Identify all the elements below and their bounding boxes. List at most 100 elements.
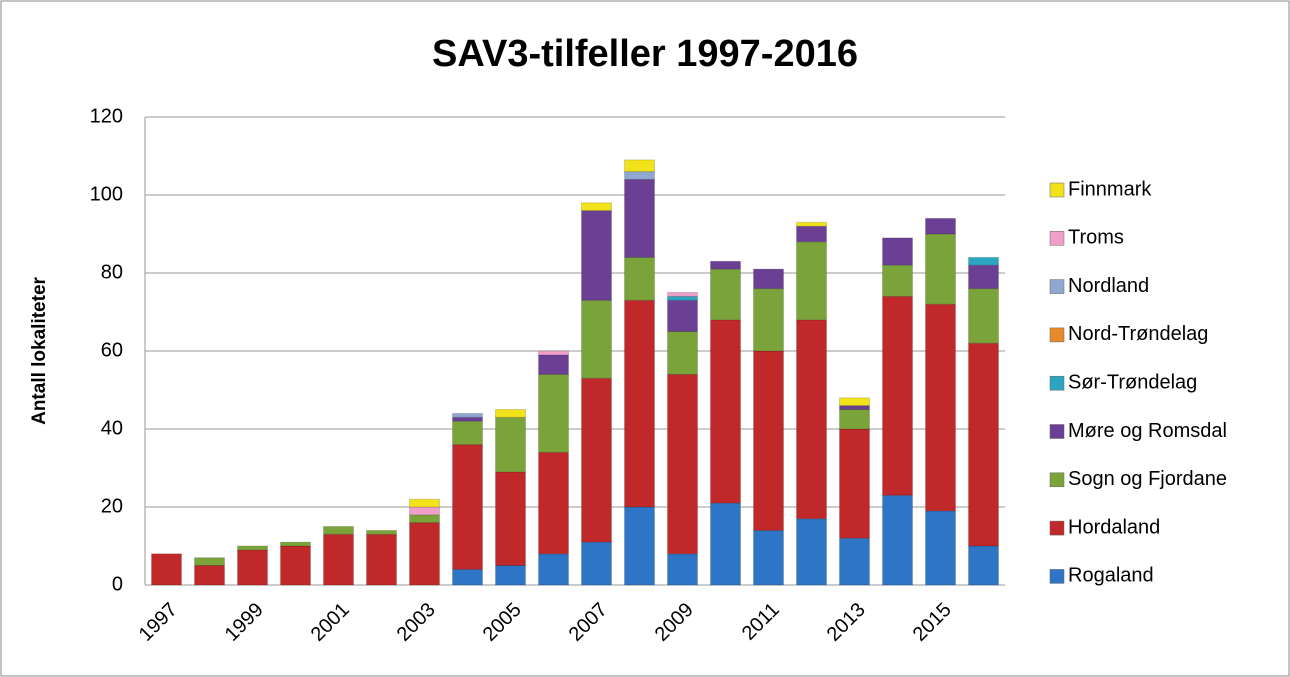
bar-segment	[366, 533, 397, 586]
bar-segment	[968, 545, 999, 586]
bar-segment	[925, 233, 956, 305]
bar-segment	[581, 202, 612, 212]
bar-segment	[968, 342, 999, 547]
legend-swatch	[1049, 279, 1065, 294]
legend-swatch	[1049, 424, 1065, 439]
bar-segment	[581, 210, 612, 301]
bar-segment	[151, 553, 182, 586]
bar-segment	[624, 256, 655, 301]
bar-segment	[409, 498, 440, 508]
bar-segment	[753, 350, 784, 531]
bar-segment	[237, 545, 268, 551]
bar-segment	[538, 373, 569, 453]
legend-label: Sør-Trøndelag	[1068, 371, 1197, 393]
bar-segment	[882, 295, 913, 496]
bar-segment	[495, 471, 526, 566]
legend-label: Finnmark	[1068, 178, 1152, 200]
bar-segment	[495, 416, 526, 473]
bar-segment	[882, 237, 913, 266]
bar-segment	[624, 159, 655, 173]
bar-segment	[366, 529, 397, 535]
bar-segment	[280, 541, 311, 547]
y-tick-label: 60	[101, 339, 123, 361]
bar-segment	[323, 526, 354, 535]
bar-segment	[710, 260, 741, 270]
bar-segment	[624, 506, 655, 586]
legend-label: Nordland	[1068, 275, 1149, 297]
bar-segment	[968, 256, 999, 266]
bar-segment	[796, 319, 827, 520]
bar-segment	[323, 533, 354, 586]
bar-segment	[968, 288, 999, 344]
bar-segment	[409, 506, 440, 516]
bar-segment	[753, 529, 784, 586]
bar-segment	[194, 557, 225, 567]
legend-swatch	[1049, 231, 1065, 246]
bar-segment	[839, 409, 870, 430]
chart-title: SAV3-tilfeller 1997-2016	[432, 33, 858, 75]
bar-segment	[796, 225, 827, 243]
legend-swatch	[1049, 569, 1065, 584]
bar-segment	[538, 354, 569, 375]
y-tick-label: 0	[112, 573, 123, 595]
bar-segment	[839, 397, 870, 407]
bar-segment	[452, 444, 483, 570]
bar-segment	[409, 514, 440, 524]
bar-segment	[495, 409, 526, 418]
bar-segment	[194, 565, 225, 586]
bar-segment	[452, 568, 483, 586]
bar-segment	[667, 331, 698, 375]
bar-segment	[753, 288, 784, 352]
bar-segment	[667, 295, 698, 301]
bar-segment	[538, 451, 569, 555]
bar-segment	[882, 494, 913, 586]
bar-segment	[237, 549, 268, 586]
legend-label: Møre og Romsdal	[1068, 420, 1227, 442]
legend-swatch	[1049, 520, 1065, 536]
bar-segment	[925, 217, 956, 235]
bar-segment	[581, 541, 612, 586]
bar-segment	[452, 420, 483, 446]
bar-segment	[581, 377, 612, 543]
bar-segment	[667, 373, 698, 555]
y-tick-label: 40	[101, 417, 123, 439]
bar-segment	[925, 510, 956, 586]
bar-segment	[452, 416, 483, 422]
y-axis-label: Antall lokaliteter	[29, 276, 50, 424]
bar-segment	[624, 299, 655, 508]
bar-segment	[710, 268, 741, 321]
bar-segment	[753, 268, 784, 290]
bar-segment	[882, 264, 913, 297]
bar-segment	[667, 299, 698, 332]
y-tick-label: 100	[90, 183, 123, 205]
bar-segment	[839, 405, 870, 411]
bar-segment	[409, 522, 440, 586]
bar-segment	[280, 545, 311, 586]
legend-swatch	[1049, 375, 1065, 391]
bar-segment	[796, 518, 827, 586]
legend-label: Rogaland	[1068, 565, 1154, 587]
legend-label: Sogn og Fjordane	[1068, 468, 1227, 490]
bar-segment	[667, 553, 698, 586]
bar-segment	[495, 565, 526, 586]
bar-segment	[839, 428, 870, 539]
bar-segment	[581, 299, 612, 379]
legend-swatch	[1049, 182, 1065, 198]
bar-segment	[667, 292, 698, 297]
bar-segment	[710, 502, 741, 586]
bar-segment	[452, 412, 483, 418]
legend-label: Troms	[1068, 227, 1124, 249]
legend-label: Hordaland	[1068, 516, 1160, 538]
bar-segment	[925, 303, 956, 512]
bar-segment	[538, 350, 569, 356]
bar-segment	[624, 178, 655, 258]
bar-segment	[796, 221, 827, 227]
bar-segment	[968, 264, 999, 290]
legend-label: Nord-Trøndelag	[1068, 323, 1208, 345]
bar-segment	[839, 537, 870, 586]
y-tick-label: 20	[101, 495, 123, 517]
bar-segment	[796, 241, 827, 321]
legend-swatch	[1049, 472, 1065, 488]
legend-swatch	[1049, 327, 1065, 343]
